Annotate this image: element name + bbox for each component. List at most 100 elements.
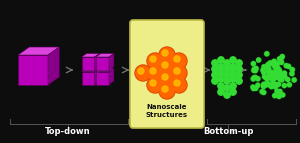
Polygon shape — [82, 72, 94, 85]
Circle shape — [270, 73, 275, 78]
Circle shape — [273, 85, 278, 90]
Circle shape — [266, 74, 270, 78]
Circle shape — [212, 78, 218, 84]
Circle shape — [278, 89, 282, 94]
Circle shape — [150, 80, 156, 86]
Circle shape — [262, 82, 266, 86]
Circle shape — [162, 50, 168, 56]
Circle shape — [266, 82, 271, 87]
Polygon shape — [96, 53, 114, 57]
Circle shape — [160, 48, 174, 62]
Circle shape — [282, 74, 287, 79]
Circle shape — [273, 65, 277, 69]
Circle shape — [277, 94, 281, 98]
Polygon shape — [18, 55, 48, 85]
Circle shape — [138, 68, 144, 74]
Circle shape — [272, 62, 277, 66]
Circle shape — [268, 61, 273, 65]
Circle shape — [290, 71, 294, 76]
Circle shape — [275, 90, 279, 94]
Circle shape — [272, 60, 276, 64]
Circle shape — [268, 61, 272, 66]
Circle shape — [252, 76, 256, 80]
Circle shape — [272, 93, 277, 98]
Circle shape — [262, 65, 266, 69]
Circle shape — [230, 57, 236, 63]
Circle shape — [273, 62, 277, 66]
Circle shape — [269, 70, 274, 75]
Circle shape — [275, 64, 279, 68]
Circle shape — [224, 66, 230, 72]
Circle shape — [262, 85, 266, 89]
Circle shape — [148, 54, 162, 68]
Circle shape — [224, 85, 230, 91]
Circle shape — [277, 67, 281, 72]
Circle shape — [266, 69, 271, 74]
Circle shape — [264, 76, 268, 80]
Circle shape — [268, 73, 272, 77]
Circle shape — [269, 84, 274, 89]
Circle shape — [250, 85, 256, 90]
Circle shape — [261, 84, 266, 89]
Circle shape — [260, 89, 265, 94]
Circle shape — [271, 81, 275, 85]
Circle shape — [278, 77, 283, 82]
Circle shape — [262, 74, 267, 79]
Circle shape — [224, 78, 230, 84]
Circle shape — [160, 60, 174, 74]
Circle shape — [262, 64, 266, 69]
Circle shape — [252, 87, 256, 91]
Circle shape — [279, 77, 284, 82]
Circle shape — [265, 80, 269, 84]
Circle shape — [292, 78, 296, 82]
Circle shape — [255, 83, 260, 88]
Circle shape — [280, 60, 284, 64]
Circle shape — [212, 66, 218, 72]
Circle shape — [286, 64, 291, 69]
Circle shape — [282, 71, 287, 76]
Circle shape — [266, 63, 270, 67]
Polygon shape — [82, 57, 94, 70]
Circle shape — [174, 56, 180, 62]
Circle shape — [251, 61, 256, 66]
Circle shape — [274, 89, 280, 94]
Circle shape — [212, 60, 218, 66]
Circle shape — [274, 75, 278, 80]
Circle shape — [265, 76, 269, 80]
Circle shape — [272, 62, 277, 67]
Circle shape — [150, 56, 156, 62]
Circle shape — [275, 67, 279, 71]
Circle shape — [256, 58, 261, 62]
Circle shape — [290, 68, 294, 72]
Circle shape — [268, 71, 273, 76]
Circle shape — [272, 76, 277, 81]
Circle shape — [266, 66, 271, 71]
Polygon shape — [94, 53, 99, 70]
Circle shape — [268, 61, 273, 66]
Circle shape — [251, 76, 256, 81]
Circle shape — [277, 56, 282, 61]
Text: Bottom-up: Bottom-up — [203, 128, 253, 137]
Circle shape — [276, 82, 281, 87]
Circle shape — [218, 76, 224, 82]
Circle shape — [160, 84, 174, 98]
Circle shape — [159, 59, 175, 75]
Circle shape — [269, 73, 273, 77]
Circle shape — [276, 67, 281, 72]
Circle shape — [147, 53, 163, 69]
Circle shape — [268, 76, 272, 80]
Circle shape — [278, 69, 282, 73]
Circle shape — [253, 69, 257, 73]
Circle shape — [264, 75, 268, 80]
Circle shape — [252, 67, 256, 71]
Circle shape — [271, 73, 274, 77]
Circle shape — [280, 92, 285, 97]
Circle shape — [252, 66, 257, 72]
Circle shape — [279, 57, 283, 61]
Circle shape — [279, 56, 283, 61]
Circle shape — [160, 72, 174, 86]
Circle shape — [174, 80, 180, 86]
Circle shape — [277, 72, 280, 76]
Circle shape — [268, 72, 273, 77]
Circle shape — [284, 63, 289, 68]
